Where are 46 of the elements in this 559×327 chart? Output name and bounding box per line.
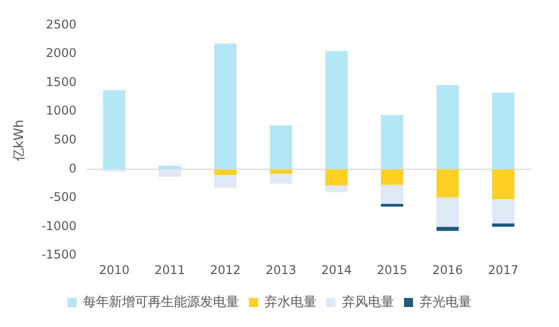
bar [214, 174, 236, 188]
y-tick-label: 2500 [46, 17, 76, 32]
x-tick-label: 2011 [154, 262, 186, 277]
bar [214, 44, 236, 170]
y-tick-label: -1000 [42, 218, 76, 233]
x-tick-label: 2016 [432, 262, 463, 277]
x-tick-label: 2014 [321, 262, 352, 277]
bar [103, 90, 126, 170]
bar [325, 185, 348, 192]
bar [380, 115, 404, 170]
bar [492, 92, 514, 170]
bar [492, 223, 514, 227]
bar [492, 169, 514, 200]
bar [325, 169, 348, 186]
bar [436, 197, 459, 227]
y-tick-label: -500 [49, 190, 76, 204]
bar [214, 169, 236, 175]
y-axis-title: 亿kWh [12, 120, 28, 162]
legend-label: 每年新增可再生能源发电量 [83, 294, 239, 310]
bar [158, 166, 181, 170]
x-tick-label: 2010 [98, 262, 130, 277]
y-tick-label: -1500 [42, 248, 76, 262]
y-tick-label: 500 [54, 132, 76, 147]
x-tick-label: 2015 [376, 262, 408, 277]
x-tick-label: 2012 [210, 262, 241, 277]
bar [270, 174, 292, 184]
legend-label: 弃风电量 [342, 294, 394, 310]
bar [380, 184, 404, 204]
bar [436, 169, 459, 198]
legend-label: 弃水电量 [264, 294, 316, 310]
bar [436, 226, 459, 231]
x-tick-label: 2013 [266, 262, 296, 277]
legend-label: 弃光电量 [420, 294, 472, 310]
bar [158, 169, 181, 177]
x-tick-label: 2017 [488, 262, 518, 277]
y-tick-label: 1000 [46, 104, 76, 118]
bar [492, 199, 514, 224]
bar [380, 169, 404, 185]
bar [270, 169, 292, 174]
bar [270, 125, 292, 170]
y-tick-label: 0 [68, 161, 76, 176]
bar [436, 85, 459, 170]
bar [325, 51, 348, 170]
y-tick-label: 1500 [46, 74, 76, 89]
y-tick-label: 2000 [46, 46, 76, 60]
bar [103, 169, 126, 172]
